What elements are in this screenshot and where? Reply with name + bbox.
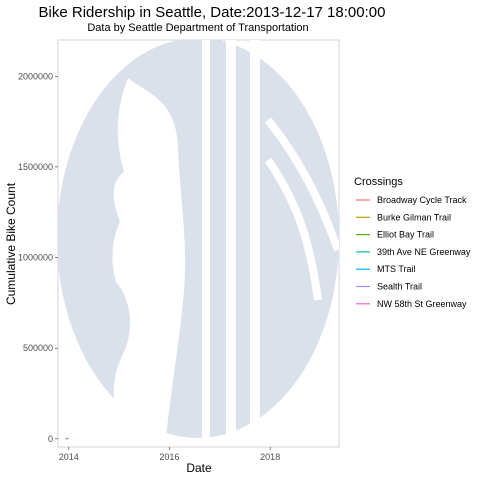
series-point xyxy=(65,437,69,440)
y-tick-label: 2000000 xyxy=(18,71,53,81)
x-axis: 2014 2016 2018 xyxy=(59,447,280,462)
y-axis-title: Cumulative Bike Count xyxy=(4,182,18,305)
legend-item-label: NW 58th St Greenway xyxy=(377,299,467,309)
legend-item-label: Broadway Cycle Track xyxy=(377,195,467,205)
chart-subtitle: Data by Seattle Department of Transporta… xyxy=(87,22,308,34)
y-tick-label: 1000000 xyxy=(18,253,53,263)
legend-item-label: Elliot Bay Trail xyxy=(377,230,434,240)
series-layer xyxy=(65,437,69,440)
y-tick-label: 1500000 xyxy=(18,162,53,172)
legend-item-label: 39th Ave NE Greenway xyxy=(377,247,471,257)
legend-title: Crossings xyxy=(354,176,403,188)
legend-item-label: Sealth Trail xyxy=(377,282,422,292)
seattle-logo-watermark xyxy=(58,40,339,440)
y-tick-label: 0 xyxy=(48,434,53,444)
x-tick-label: 2014 xyxy=(59,452,79,462)
legend-item-label: Burke Gilman Trail xyxy=(377,212,451,222)
chart-title: Bike Ridership in Seattle, Date:2013-12-… xyxy=(39,4,386,21)
x-axis-title: Date xyxy=(186,461,212,475)
x-tick-label: 2018 xyxy=(260,452,280,462)
x-tick-label: 2016 xyxy=(159,452,179,462)
y-axis: 0 500000 1000000 1500000 2000000 xyxy=(18,71,58,444)
y-tick-label: 500000 xyxy=(23,343,53,353)
legend-item-label: MTS Trail xyxy=(377,264,416,274)
legend: Crossings Broadway Cycle Track Burke Gilm… xyxy=(354,176,471,309)
plot-panel xyxy=(57,39,340,448)
